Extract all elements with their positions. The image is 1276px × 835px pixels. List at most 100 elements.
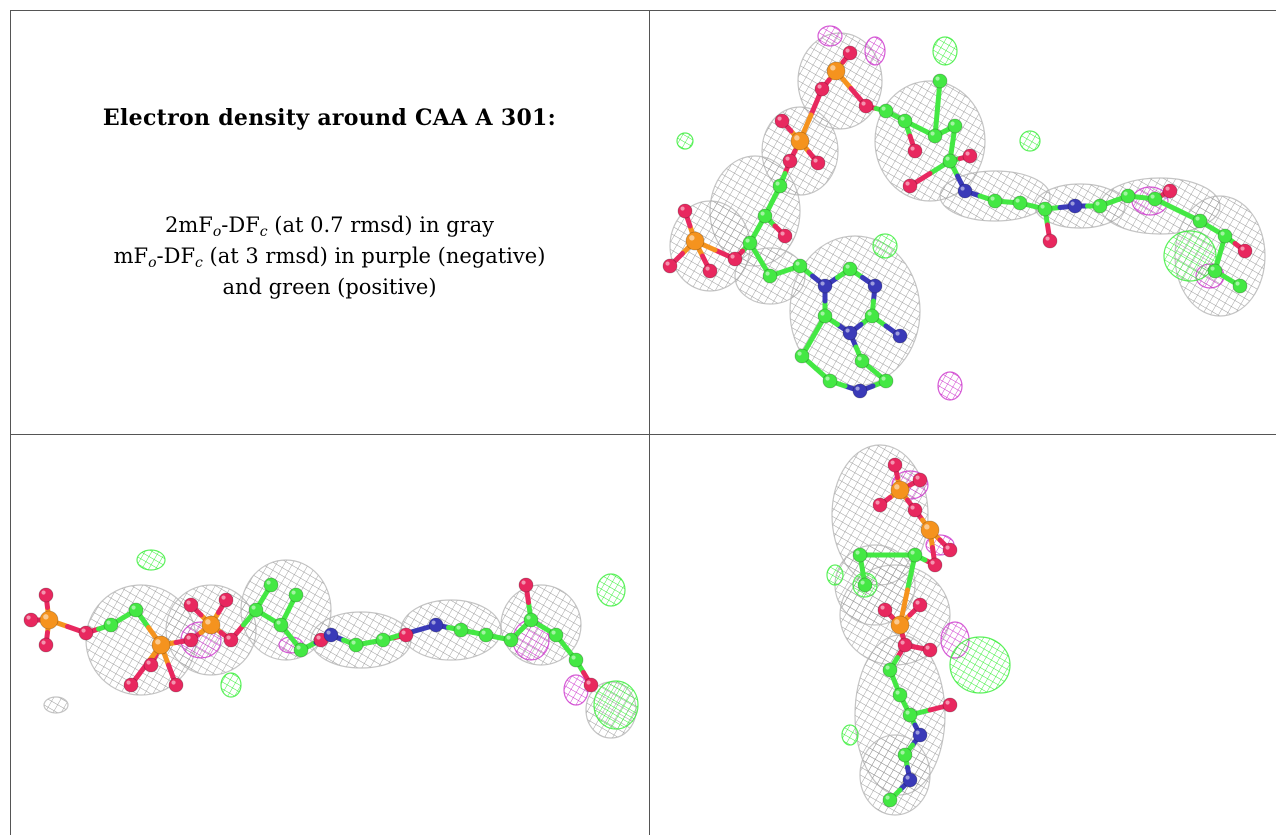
atom-highlight (817, 84, 822, 89)
atom-ball (38, 637, 54, 653)
atom-ball (742, 235, 758, 251)
gray-density-mesh (789, 235, 921, 387)
atom-ball (1147, 191, 1163, 207)
atom-highlight (915, 600, 920, 605)
atom-ball (858, 98, 874, 114)
atom-highlight (813, 158, 818, 163)
atom-highlight (915, 475, 920, 480)
positive-density-blob (841, 724, 859, 746)
atom-highlight (885, 665, 890, 670)
atom-highlight (785, 156, 790, 161)
negative-density-blob (563, 674, 589, 706)
atom-ball (927, 557, 943, 573)
atom-ball (942, 153, 958, 169)
atom-highlight (855, 386, 860, 391)
atom-ball (852, 383, 868, 399)
atom-ball (1067, 198, 1083, 214)
atom-highlight (81, 628, 86, 633)
atom-ball (867, 278, 883, 294)
density-panel-top-right (650, 11, 1276, 434)
atom-ball (1092, 198, 1108, 214)
atom-highlight (126, 680, 131, 685)
line2-sub2: c (195, 255, 203, 271)
line2-prefix: mF (113, 244, 149, 268)
positive-density-blob (949, 636, 1011, 694)
atom-ball (822, 373, 838, 389)
atom-highlight (894, 484, 900, 490)
atom-ball (38, 587, 54, 603)
atom-ball (857, 577, 873, 593)
atom-highlight (571, 655, 576, 660)
atom-highlight (1045, 236, 1050, 241)
atom-highlight (845, 264, 850, 269)
atom-ball (1232, 278, 1248, 294)
atom-highlight (226, 635, 231, 640)
atom-ball (288, 587, 304, 603)
atom-highlight (551, 630, 556, 635)
atom-ball (957, 183, 973, 199)
atom-ball (878, 373, 894, 389)
atom-highlight (41, 640, 46, 645)
positive-density-blob (1019, 130, 1041, 152)
positive-density-blob (676, 132, 694, 150)
atom-ball (932, 73, 948, 89)
atom-ball (677, 203, 693, 219)
atom-highlight (680, 206, 685, 211)
negative-density-blob (864, 36, 886, 66)
atom-highlight (794, 135, 800, 141)
atom-highlight (861, 101, 866, 106)
atom-highlight (131, 605, 136, 610)
atom-ball (453, 622, 469, 638)
atom-ball (897, 637, 913, 653)
line1-prefix: 2mF (164, 213, 213, 237)
atom-ball (878, 103, 894, 119)
atom-ball (123, 677, 139, 693)
ligand-density-image (23, 549, 639, 739)
atom-ball (183, 597, 199, 613)
atom-ball (907, 143, 923, 159)
atom-ball (568, 652, 584, 668)
line2-suffix: (at 3 rmsd) in purple (negative) (202, 244, 546, 268)
atom-ball (882, 662, 898, 678)
atom-highlight (960, 186, 965, 191)
atom-ball (892, 687, 908, 703)
atom-highlight (925, 645, 930, 650)
atom-highlight (1220, 231, 1225, 236)
atom-ball (518, 577, 534, 593)
positive-density-blob (593, 680, 639, 730)
atom-highlight (730, 254, 735, 259)
atom-ball (902, 772, 918, 788)
atom-highlight (930, 131, 935, 136)
atom-highlight (900, 750, 905, 755)
atom-ball (218, 592, 234, 608)
atom-highlight (780, 231, 785, 236)
atom-highlight (900, 640, 905, 645)
atom-ball (892, 328, 908, 344)
negative-density-blob (937, 371, 963, 401)
figure-title: Electron density around CAA A 301: (102, 105, 557, 131)
atom-highlight (905, 775, 910, 780)
atom-ball (922, 642, 938, 658)
atom-highlight (845, 48, 850, 53)
atom-ball (942, 542, 958, 558)
atom-highlight (945, 156, 950, 161)
legend-line-3: and green (positive) (222, 275, 437, 299)
atom-highlight (481, 630, 486, 635)
atom-ball (912, 727, 928, 743)
atom-highlight (41, 590, 46, 595)
atom-ball (1217, 228, 1233, 244)
atom-ball (503, 632, 519, 648)
caption-cell: Electron density around CAA A 301: 2mFo-… (10, 10, 649, 434)
atom-highlight (760, 211, 765, 216)
atom-ball (151, 635, 171, 655)
atom-ball (872, 497, 888, 513)
atom-highlight (291, 590, 296, 595)
line1-mid: -DF (221, 213, 260, 237)
atom-highlight (1235, 281, 1240, 286)
atom-ball (103, 617, 119, 633)
table-top-border (10, 10, 1276, 11)
atom-ball (583, 677, 599, 693)
atom-ball (39, 610, 59, 630)
figure-description: 2mFo-DFc (at 0.7 rmsd) in gray mFo-DFc (… (10, 210, 649, 303)
atom-highlight (990, 196, 995, 201)
